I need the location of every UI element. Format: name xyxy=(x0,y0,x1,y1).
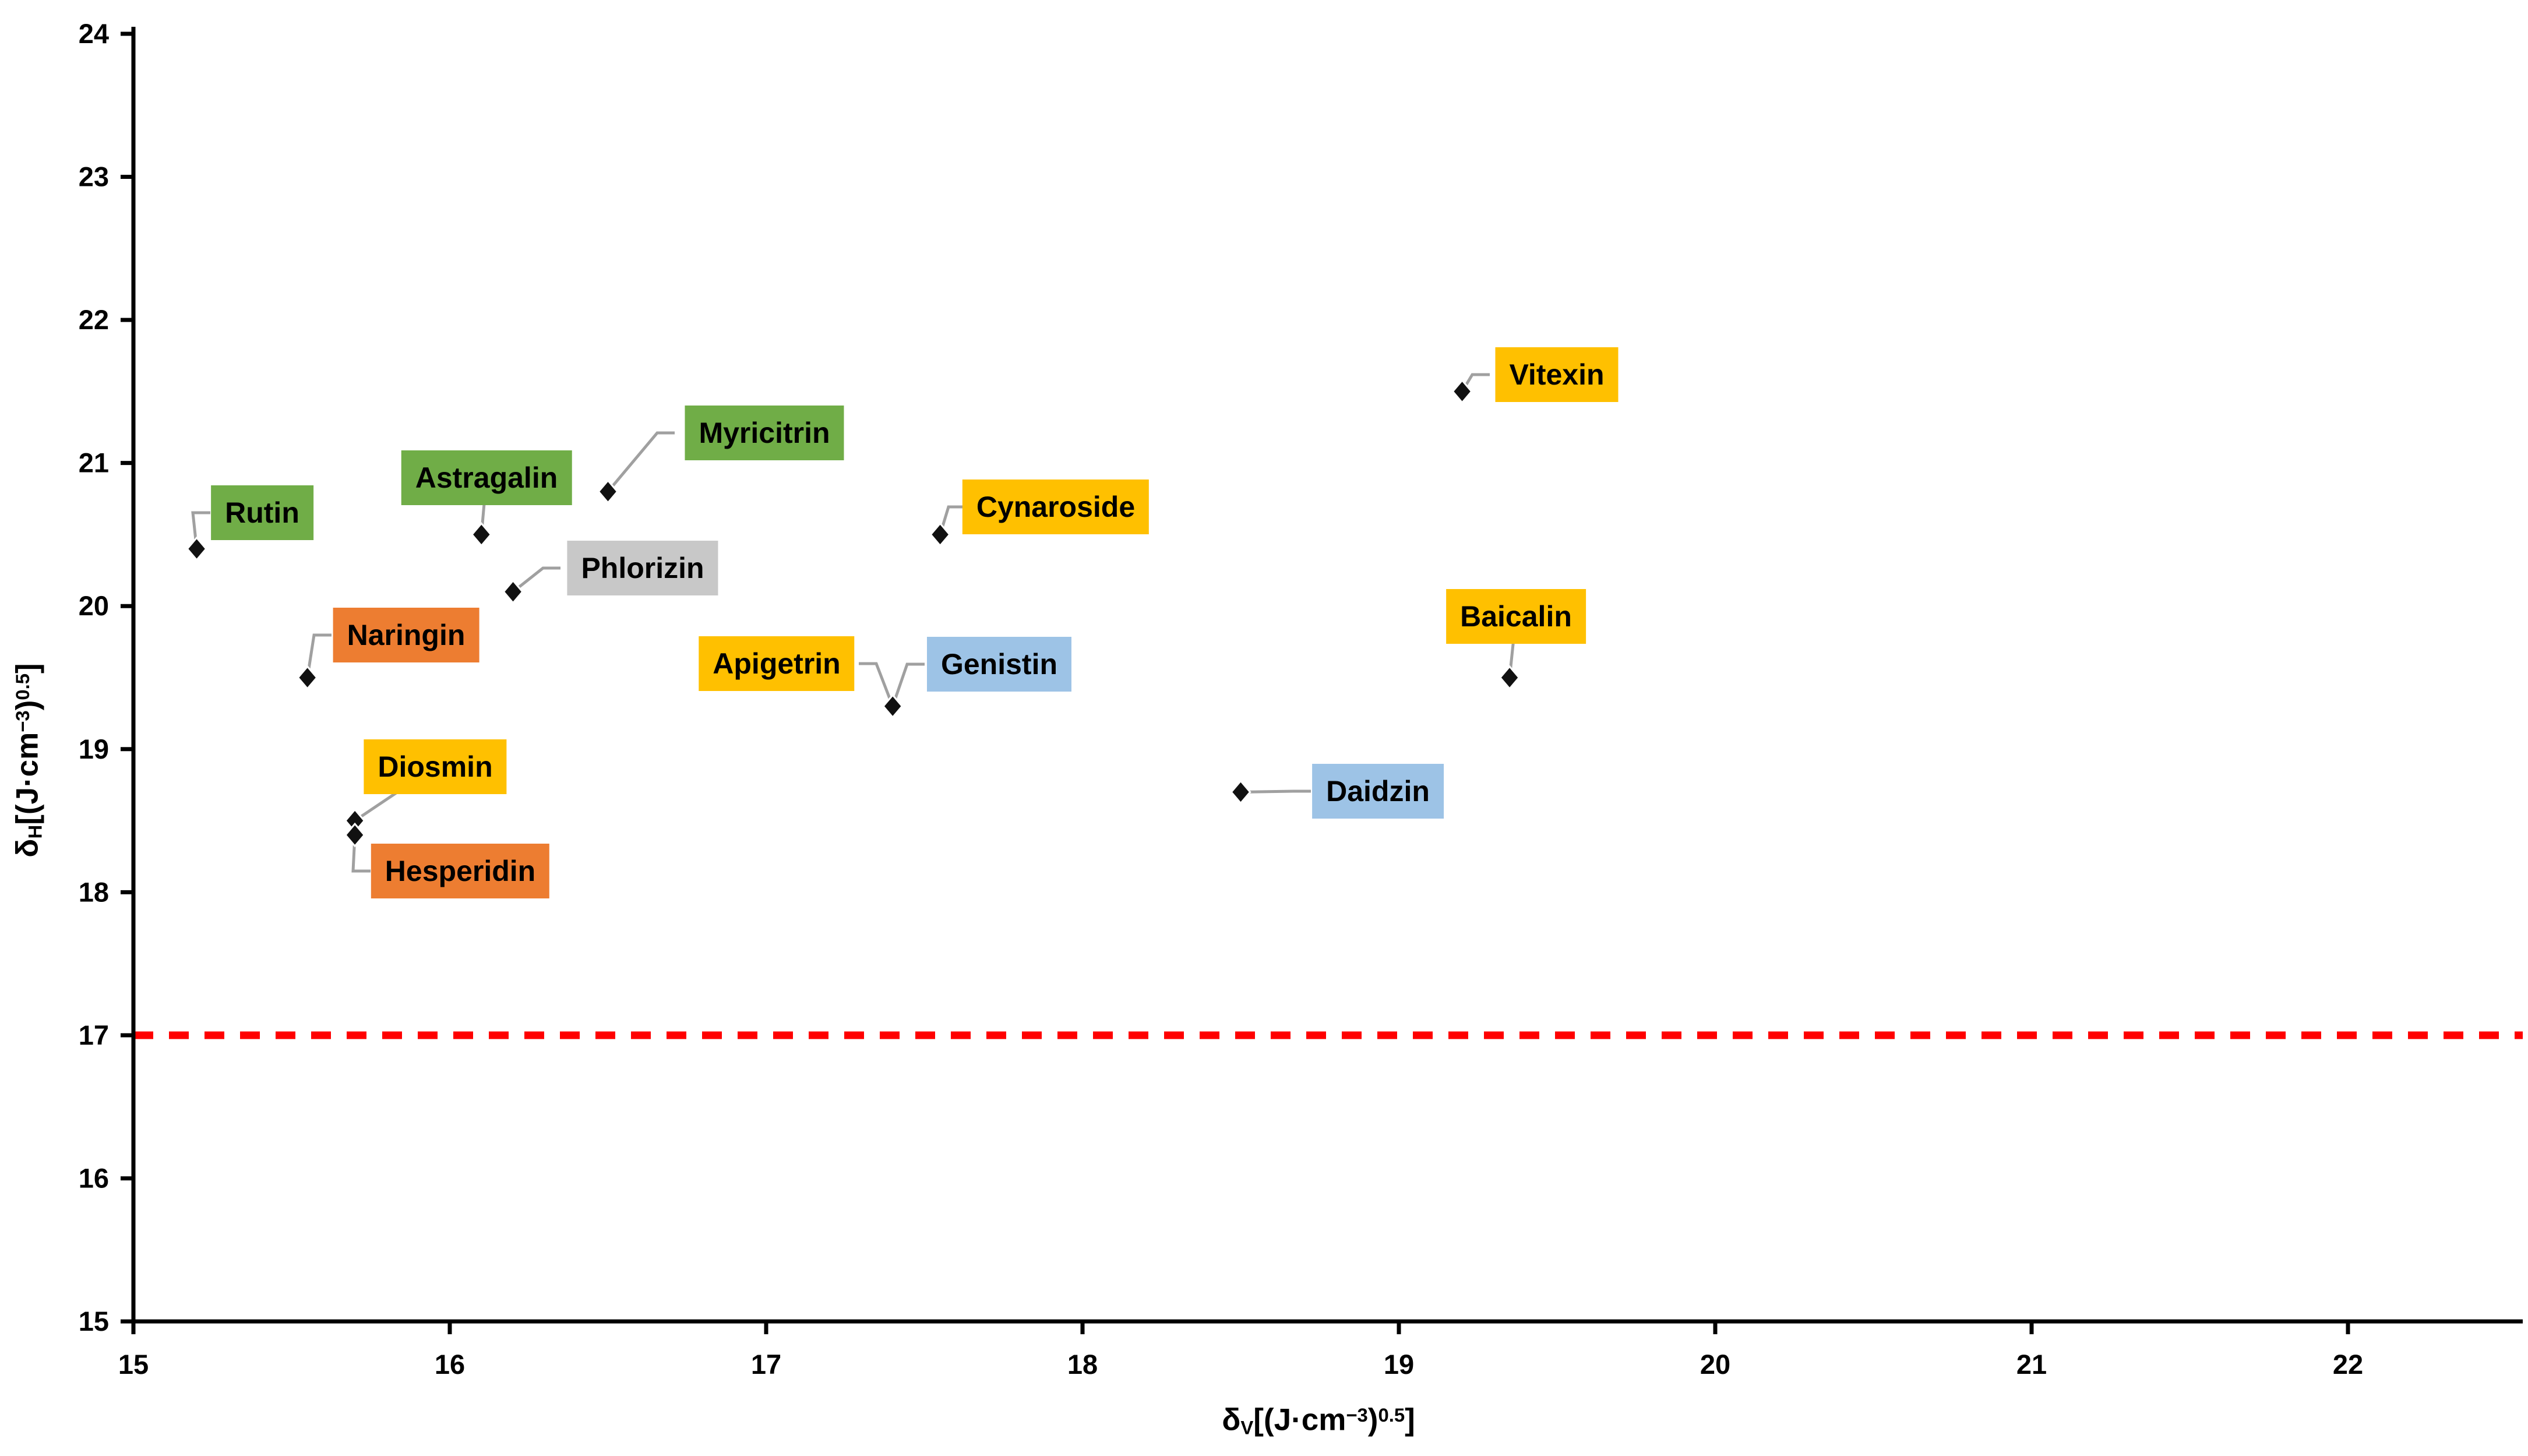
data-point-marker xyxy=(929,522,951,547)
x-axis-exponent-2: 0.5 xyxy=(1378,1404,1405,1426)
data-point-label-cynaroside: Cynaroside xyxy=(962,480,1150,534)
data-point-marker xyxy=(344,822,366,848)
x-tick-label: 18 xyxy=(1067,1349,1098,1380)
data-point-label-genistin: Genistin xyxy=(926,637,1072,692)
y-tick-label: 16 xyxy=(79,1162,109,1193)
y-tick-label: 22 xyxy=(79,304,109,335)
data-point-label-daidzin: Daidzin xyxy=(1312,764,1444,819)
x-tick-label: 21 xyxy=(2016,1349,2047,1380)
leader-line xyxy=(512,566,560,593)
data-point-label-diosmin: Diosmin xyxy=(364,739,507,794)
y-axis-unit-end: ] xyxy=(10,663,45,674)
y-axis-symbol: δ xyxy=(10,838,45,858)
data-point-marker xyxy=(1230,780,1251,805)
data-point-label-myricitrin: Myricitrin xyxy=(685,406,844,460)
y-tick-label: 17 xyxy=(79,1020,109,1050)
leader-line xyxy=(306,633,332,678)
x-tick-label: 15 xyxy=(118,1349,149,1380)
y-axis-unit-close: ) xyxy=(10,700,45,711)
data-point-label-vitexin: Vitexin xyxy=(1495,347,1619,402)
y-axis-exponent-1: −3 xyxy=(12,710,34,732)
y-axis-title: δH[(J·cm−3)0.5] xyxy=(10,663,47,857)
y-axis-exponent-2: 0.5 xyxy=(12,673,34,700)
data-point-label-naringin: Naringin xyxy=(333,608,479,662)
data-point-marker xyxy=(297,665,318,690)
data-point-label-astragalin: Astragalin xyxy=(401,450,572,505)
data-point-label-phlorizin: Phlorizin xyxy=(567,541,718,595)
y-tick-label: 19 xyxy=(79,734,109,764)
x-axis-symbol: δ xyxy=(1222,1402,1241,1437)
y-tick-label: 20 xyxy=(79,590,109,621)
y-tick-label: 23 xyxy=(79,161,109,192)
data-point-marker xyxy=(471,522,492,547)
leader-line xyxy=(351,834,371,873)
data-point-marker xyxy=(186,536,207,562)
x-tick-label: 19 xyxy=(1384,1349,1414,1380)
x-tick-label: 16 xyxy=(435,1349,465,1380)
x-axis-subscript: V xyxy=(1240,1416,1254,1439)
y-tick-label: 18 xyxy=(79,876,109,907)
data-point-marker xyxy=(502,579,524,604)
leader-line xyxy=(1240,789,1311,794)
y-axis-unit-open: [(J·cm xyxy=(10,732,45,825)
data-point-marker xyxy=(1451,379,1473,404)
leader-line xyxy=(891,662,925,707)
x-tick-label: 20 xyxy=(1700,1349,1730,1380)
data-point-label-baicalin: Baicalin xyxy=(1446,589,1586,644)
x-axis-unit-close: ) xyxy=(1367,1402,1378,1437)
leader-line xyxy=(607,431,675,493)
x-axis-title: δV[(J·cm−3)0.5] xyxy=(1222,1402,1415,1439)
data-point-marker xyxy=(882,693,904,719)
y-tick-label: 15 xyxy=(79,1306,109,1337)
x-axis-exponent-1: −3 xyxy=(1346,1404,1368,1426)
y-tick-label: 24 xyxy=(79,18,109,49)
data-point-label-apigetrin: Apigetrin xyxy=(699,636,855,691)
x-axis-unit-open: [(J·cm xyxy=(1253,1402,1346,1437)
data-point-marker xyxy=(1499,665,1521,690)
leader-line xyxy=(939,505,966,535)
data-point-label-rutin: Rutin xyxy=(211,485,313,540)
y-tick-label: 21 xyxy=(79,447,109,478)
x-tick-label: 22 xyxy=(2333,1349,2363,1380)
x-axis-unit-end: ] xyxy=(1405,1402,1415,1437)
x-tick-label: 17 xyxy=(751,1349,781,1380)
y-axis-subscript: H xyxy=(24,824,46,839)
leader-line xyxy=(191,511,210,549)
data-point-marker xyxy=(597,479,619,505)
data-point-label-hesperidin: Hesperidin xyxy=(371,844,550,898)
leader-line xyxy=(859,662,894,707)
